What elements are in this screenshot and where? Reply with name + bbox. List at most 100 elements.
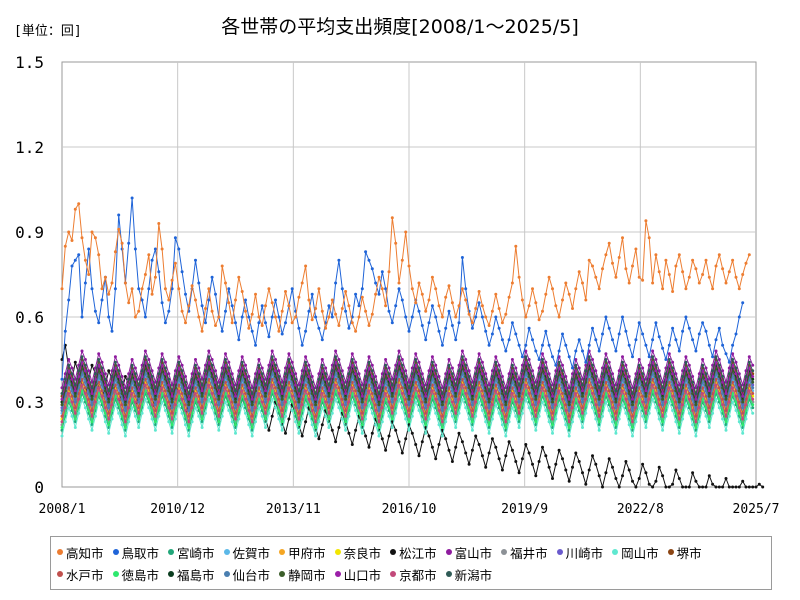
data-point [267,397,271,401]
data-point [394,428,398,432]
data-point [107,431,111,435]
data-point [400,386,404,390]
data-point [187,409,191,412]
data-point [277,417,281,421]
data-point [357,315,361,319]
data-point [497,403,501,407]
data-point [667,273,671,276]
data-point [717,392,721,395]
data-point [464,406,468,410]
data-point [187,392,191,395]
data-point [694,397,698,401]
data-point [444,295,448,299]
data-point [237,417,241,421]
data-point [704,329,708,333]
data-point [207,298,211,302]
data-point [354,292,358,296]
data-point [724,420,728,424]
data-point [87,403,91,407]
data-point [597,420,601,424]
data-point [427,298,431,302]
data-point [614,423,618,427]
data-point [133,394,137,398]
data-point [657,417,661,421]
data-point [230,321,234,325]
data-point [591,386,594,390]
data-point [611,400,614,404]
legend-label: 佐賀市 [232,545,271,561]
data-point [210,380,214,384]
data-point [564,392,568,395]
data-point [747,389,751,393]
data-point [437,380,441,384]
data-point [304,403,308,407]
data-point [500,397,504,401]
data-point [634,485,638,489]
data-point [274,363,277,367]
data-point [621,474,624,478]
data-point [77,397,81,401]
data-point [517,389,521,393]
data-point [70,400,74,404]
data-point [447,392,451,395]
data-point [487,394,491,398]
data-point [143,349,147,353]
data-point [230,394,234,398]
data-point [390,394,394,398]
data-point [370,363,374,367]
data-point [374,281,378,285]
data-point [757,482,761,486]
data-point [140,411,144,415]
data-point [587,355,591,359]
data-point [440,403,444,407]
data-point [153,403,157,407]
data-point [324,377,328,381]
data-point [691,380,695,384]
data-point [234,417,237,421]
data-point [83,375,87,378]
data-point [704,258,708,262]
data-point [697,485,701,489]
data-point [103,411,107,415]
data-point [627,343,631,347]
data-point [297,326,301,330]
data-point [717,375,721,378]
data-point [614,349,618,353]
data-point [427,417,431,421]
data-point [147,397,151,401]
data-point [87,247,91,251]
data-point [504,426,508,429]
data-point [180,411,184,415]
data-point [454,315,458,319]
data-point [737,315,741,319]
data-point [694,409,698,412]
data-point [531,417,534,421]
data-point [133,389,137,393]
data-point [113,403,117,407]
data-point [384,358,388,361]
data-point [637,358,641,361]
data-point [234,400,237,404]
data-point [551,423,554,427]
legend-item: 静岡市 [279,563,326,585]
data-point [664,372,668,376]
data-point [504,397,508,401]
data-point [364,309,368,313]
data-point [294,411,298,415]
data-point [634,406,638,410]
data-point [447,406,451,410]
data-point [450,383,454,387]
data-point [574,392,578,395]
data-point [374,414,378,418]
y-tick-label: 1.5 [15,53,44,72]
data-point [277,380,281,384]
data-point [167,377,171,381]
data-point [661,474,665,478]
data-point [607,394,611,398]
legend-item: 福井市 [501,541,548,563]
data-point [173,375,177,378]
data-point [197,400,201,404]
data-point [611,411,614,415]
data-point [467,369,471,373]
data-point [360,295,364,299]
